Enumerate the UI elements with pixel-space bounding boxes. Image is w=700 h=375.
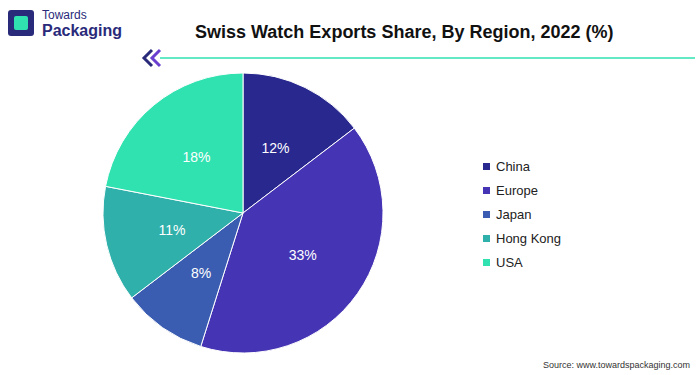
svg-text:China: China <box>496 159 531 174</box>
svg-text:8%: 8% <box>191 265 211 281</box>
svg-text:Hong Kong: Hong Kong <box>496 231 561 246</box>
svg-text:11%: 11% <box>158 222 185 238</box>
svg-text:Packaging: Packaging <box>42 22 122 39</box>
svg-text:18%: 18% <box>183 149 211 165</box>
svg-text:12%: 12% <box>261 140 289 156</box>
svg-text:33%: 33% <box>289 247 317 263</box>
svg-text:Europe: Europe <box>496 183 538 198</box>
svg-text:Source: www.towardspackaging.c: Source: www.towardspackaging.com <box>543 360 690 370</box>
svg-text:USA: USA <box>496 255 523 270</box>
svg-text:Towards: Towards <box>42 8 87 22</box>
svg-text:Japan: Japan <box>496 207 531 222</box>
svg-text:Swiss Watch Exports Share, By: Swiss Watch Exports Share, By Region, 20… <box>195 22 613 42</box>
